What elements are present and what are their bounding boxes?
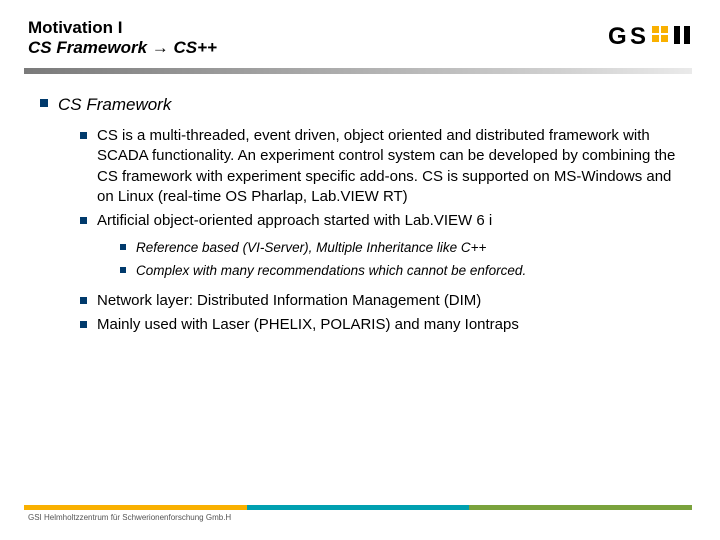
bullet-lvl1: CS Framework — [40, 94, 680, 116]
bullet-lvl2: CS is a multi-threaded, event driven, ob… — [80, 126, 680, 207]
bullet-lvl2: Network layer: Distributed Information M… — [80, 291, 680, 311]
bullet-text: Complex with many recommendations which … — [136, 262, 526, 281]
group-lvl3: Reference based (VI-Server), Multiple In… — [120, 239, 680, 281]
bullet-text: Artificial object-oriented approach star… — [97, 211, 492, 231]
bullet-text: CS Framework — [58, 94, 171, 116]
bullet-lvl3: Reference based (VI-Server), Multiple In… — [120, 239, 680, 258]
group-lvl2b: Network layer: Distributed Information M… — [80, 291, 680, 336]
bullet-square-icon — [120, 244, 126, 250]
bullet-text: Reference based (VI-Server), Multiple In… — [136, 239, 486, 258]
footer-color-segment — [469, 505, 692, 510]
title-line-2: CS Framework → CS++ — [28, 38, 692, 58]
bullet-square-icon — [80, 217, 87, 224]
bullet-square-icon — [80, 297, 87, 304]
bullet-text: Network layer: Distributed Information M… — [97, 291, 481, 311]
bullet-square-icon — [40, 99, 48, 107]
logo-bar — [684, 26, 690, 44]
slide-header: Motivation I CS Framework → CS++ G S — [0, 0, 720, 62]
bullet-square-icon — [80, 132, 87, 139]
bullet-text: CS is a multi-threaded, event driven, ob… — [97, 126, 680, 207]
title-line-1: Motivation I — [28, 18, 692, 38]
bullet-lvl2: Mainly used with Laser (PHELIX, POLARIS)… — [80, 315, 680, 335]
bullet-lvl2: Artificial object-oriented approach star… — [80, 211, 680, 231]
logo-square-bl — [652, 35, 659, 42]
gsi-logo: G S — [608, 22, 690, 52]
group-lvl2a: CS is a multi-threaded, event driven, ob… — [80, 126, 680, 231]
slide-content: CS Framework CS is a multi-threaded, eve… — [0, 74, 720, 336]
footer-text: GSI Helmholtzzentrum für Schwerionenfors… — [28, 513, 692, 522]
slide-footer: GSI Helmholtzzentrum für Schwerionenfors… — [24, 505, 692, 522]
footer-color-bar — [24, 505, 692, 510]
logo-square-br — [661, 35, 668, 42]
bullet-lvl3: Complex with many recommendations which … — [120, 262, 680, 281]
logo-letter-g: G — [608, 23, 627, 50]
logo-letter-i — [674, 26, 680, 44]
bullet-square-icon — [80, 321, 87, 328]
bullet-square-icon — [120, 267, 126, 273]
bullet-text: Mainly used with Laser (PHELIX, POLARIS)… — [97, 315, 519, 335]
logo-square-tr — [661, 26, 668, 33]
logo-letter-s: S — [630, 23, 646, 50]
logo-square-tl — [652, 26, 659, 33]
footer-color-segment — [24, 505, 247, 510]
footer-color-segment — [247, 505, 470, 510]
